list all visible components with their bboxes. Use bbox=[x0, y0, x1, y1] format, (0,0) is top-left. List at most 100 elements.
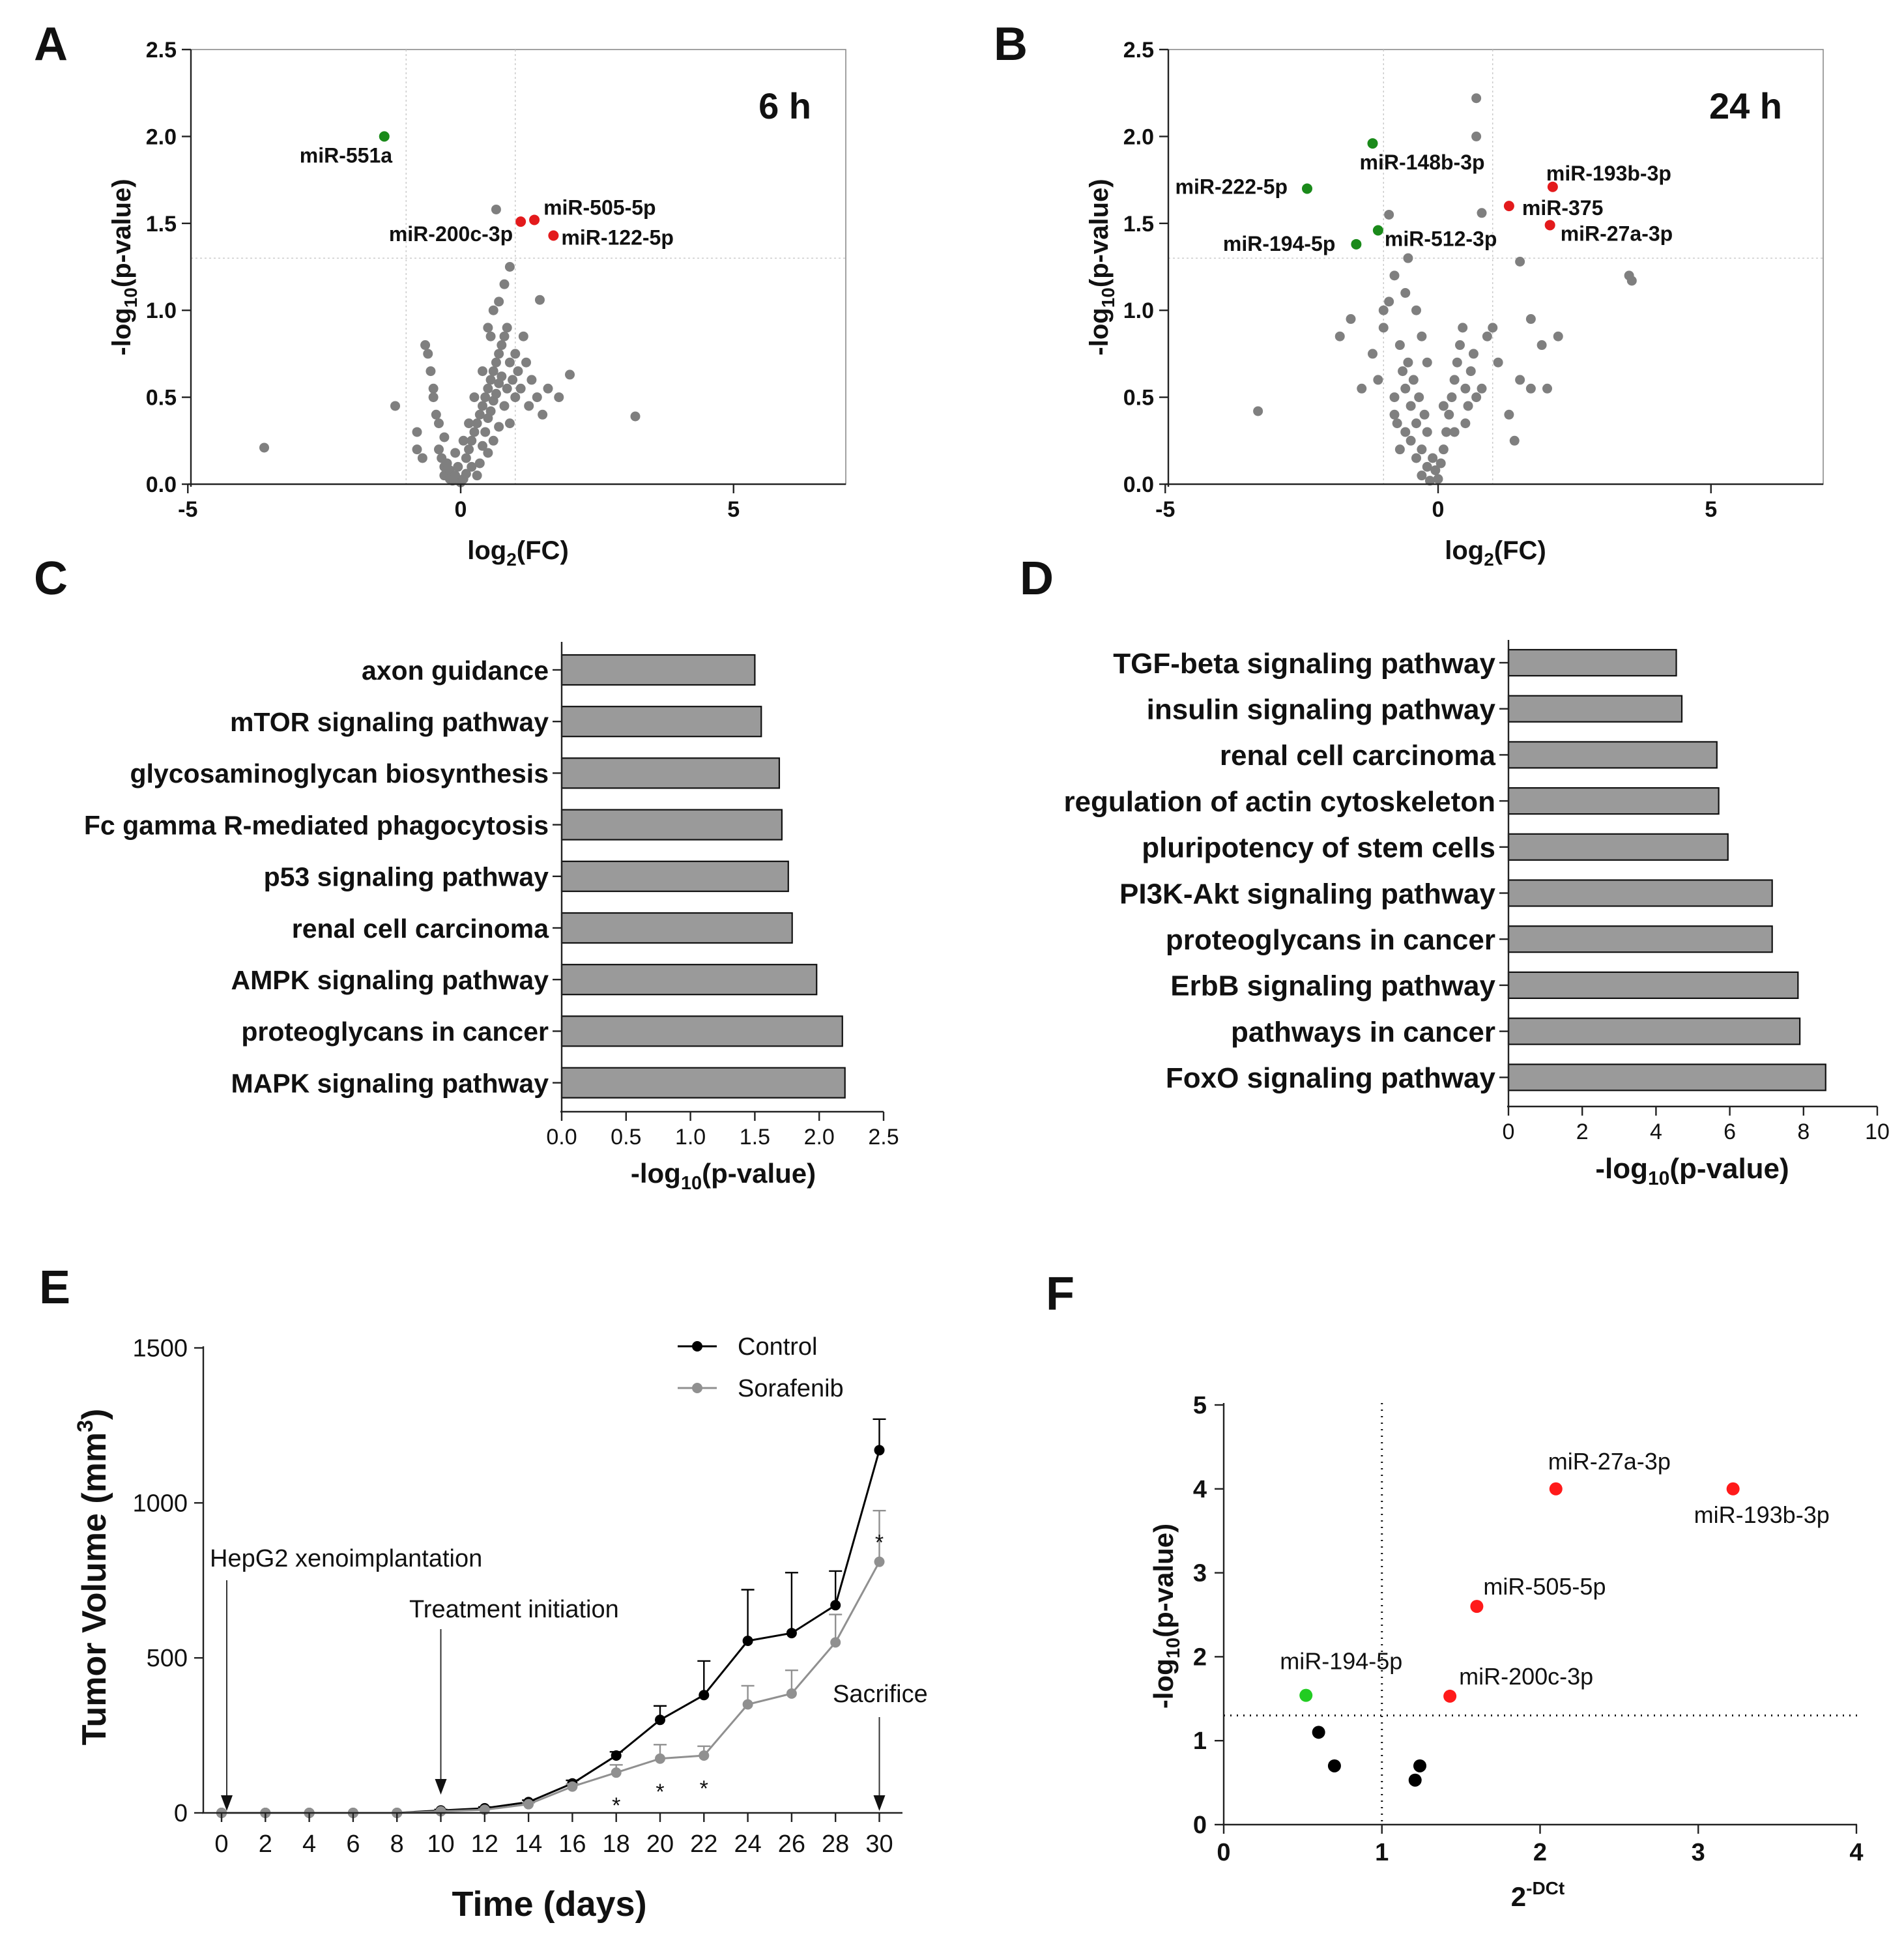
data-point bbox=[426, 366, 436, 377]
y-tick-label: 2.0 bbox=[1123, 124, 1154, 149]
series-marker bbox=[655, 1714, 665, 1726]
x-tick-label: 10 bbox=[427, 1830, 454, 1858]
data-point bbox=[1419, 409, 1430, 420]
data-point bbox=[1493, 357, 1503, 368]
highlighted-point bbox=[1443, 1689, 1457, 1703]
data-point bbox=[1400, 288, 1411, 298]
data-point bbox=[1438, 401, 1449, 411]
legend-swatch-marker bbox=[692, 1383, 702, 1393]
data-point bbox=[1394, 444, 1405, 455]
panel-d-bars: TGF-beta signaling pathway insulin signal… bbox=[1063, 648, 1826, 1094]
data-point bbox=[1403, 253, 1413, 263]
data-point bbox=[1452, 357, 1462, 368]
point-label: miR-200c-3p bbox=[1459, 1663, 1593, 1690]
data-point bbox=[464, 418, 474, 429]
panel-b-y-label: -log10(p-value) bbox=[1085, 179, 1118, 355]
highlighted-point bbox=[1299, 1688, 1313, 1702]
y-tick-label: 3 bbox=[1193, 1560, 1207, 1587]
data-point bbox=[412, 427, 422, 437]
data-point bbox=[524, 401, 534, 411]
x-tick-label: 0 bbox=[455, 497, 467, 522]
x-tick-label: 0 bbox=[1503, 1120, 1515, 1144]
data-point bbox=[1460, 383, 1471, 394]
significance-marker: * bbox=[612, 1793, 620, 1818]
x-tick-label: 12 bbox=[471, 1830, 498, 1858]
highlighted-point bbox=[548, 230, 559, 241]
data-point bbox=[1411, 418, 1421, 429]
data-point bbox=[1389, 270, 1400, 281]
annotation-label: Treatment initiation bbox=[409, 1596, 619, 1623]
data-point bbox=[480, 392, 491, 403]
y-tick-label: 1.5 bbox=[146, 212, 177, 237]
y-tick-label: 2.5 bbox=[146, 38, 177, 63]
data-point bbox=[1515, 375, 1525, 385]
data-point bbox=[1525, 314, 1536, 325]
bar bbox=[1507, 1063, 1826, 1092]
bar bbox=[560, 1015, 843, 1047]
data-point bbox=[488, 366, 498, 377]
data-point bbox=[469, 427, 480, 437]
data-point bbox=[428, 392, 439, 403]
legend-label: Sorafenib bbox=[738, 1375, 844, 1402]
data-point bbox=[485, 331, 496, 341]
panel-label-b: B bbox=[994, 18, 1028, 70]
data-point bbox=[478, 441, 487, 451]
data-point bbox=[1468, 349, 1478, 359]
series-marker bbox=[830, 1637, 841, 1648]
data-point bbox=[474, 458, 485, 469]
data-point bbox=[1536, 340, 1547, 351]
category-label: renal cell carcinoma bbox=[1220, 740, 1496, 772]
y-tick-label: 2.5 bbox=[1123, 38, 1154, 63]
panel-f-threshold-lines bbox=[1224, 1403, 1857, 1825]
bar bbox=[1507, 925, 1773, 953]
data-point bbox=[1346, 314, 1356, 325]
annotation-arrow-head bbox=[435, 1779, 447, 1795]
series-marker bbox=[655, 1753, 665, 1764]
x-tick-label: 0 bbox=[1432, 497, 1445, 522]
bar bbox=[1507, 833, 1729, 861]
y-tick-label: 0 bbox=[174, 1800, 188, 1827]
point-label: miR-222-5p bbox=[1176, 175, 1288, 198]
data-point bbox=[434, 444, 444, 455]
data-point bbox=[1447, 392, 1457, 403]
category-label: pluripotency of stem cells bbox=[1142, 832, 1495, 864]
category-label: FoxO signaling pathway bbox=[1166, 1062, 1496, 1094]
data-point bbox=[478, 366, 487, 377]
x-tick-label: 30 bbox=[865, 1830, 893, 1858]
data-point bbox=[508, 375, 518, 385]
series-marker bbox=[830, 1600, 841, 1611]
y-tick-label: 2 bbox=[1193, 1643, 1207, 1671]
data-point bbox=[480, 427, 491, 437]
data-point bbox=[1253, 406, 1263, 416]
data-point bbox=[554, 392, 564, 403]
data-point bbox=[1471, 392, 1482, 403]
data-point bbox=[1449, 427, 1460, 437]
data-point bbox=[483, 323, 493, 333]
x-tick-label: 5 bbox=[1705, 497, 1717, 522]
data-point bbox=[494, 349, 504, 359]
data-point bbox=[469, 392, 480, 403]
data-point bbox=[1422, 461, 1432, 472]
data-point bbox=[1406, 401, 1416, 411]
panel-c-x-label: -log10(p-value) bbox=[631, 1158, 816, 1194]
x-tick-label: 1.0 bbox=[675, 1125, 706, 1150]
data-point bbox=[497, 340, 507, 351]
highlighted-point bbox=[515, 216, 526, 227]
point-label: miR-551a bbox=[300, 143, 393, 167]
bar bbox=[560, 757, 781, 789]
data-point bbox=[504, 262, 515, 272]
y-tick-label: 0.5 bbox=[146, 386, 177, 411]
series-marker bbox=[742, 1699, 753, 1710]
data-point bbox=[472, 418, 482, 429]
data-point bbox=[1488, 323, 1498, 333]
data-point bbox=[1406, 435, 1416, 446]
panel-f-y-label: -log10(p-value) bbox=[1148, 1524, 1184, 1709]
data-point bbox=[518, 331, 528, 341]
data-point bbox=[1312, 1726, 1325, 1739]
data-point bbox=[488, 435, 498, 446]
data-point bbox=[485, 406, 496, 416]
data-point bbox=[1422, 427, 1432, 437]
data-point bbox=[1455, 340, 1465, 351]
panel-a-volcano: miR-551amiR-200c-3pmiR-505-5pmiR-122-5p … bbox=[108, 38, 846, 570]
x-tick-label: 2 bbox=[1533, 1839, 1547, 1866]
